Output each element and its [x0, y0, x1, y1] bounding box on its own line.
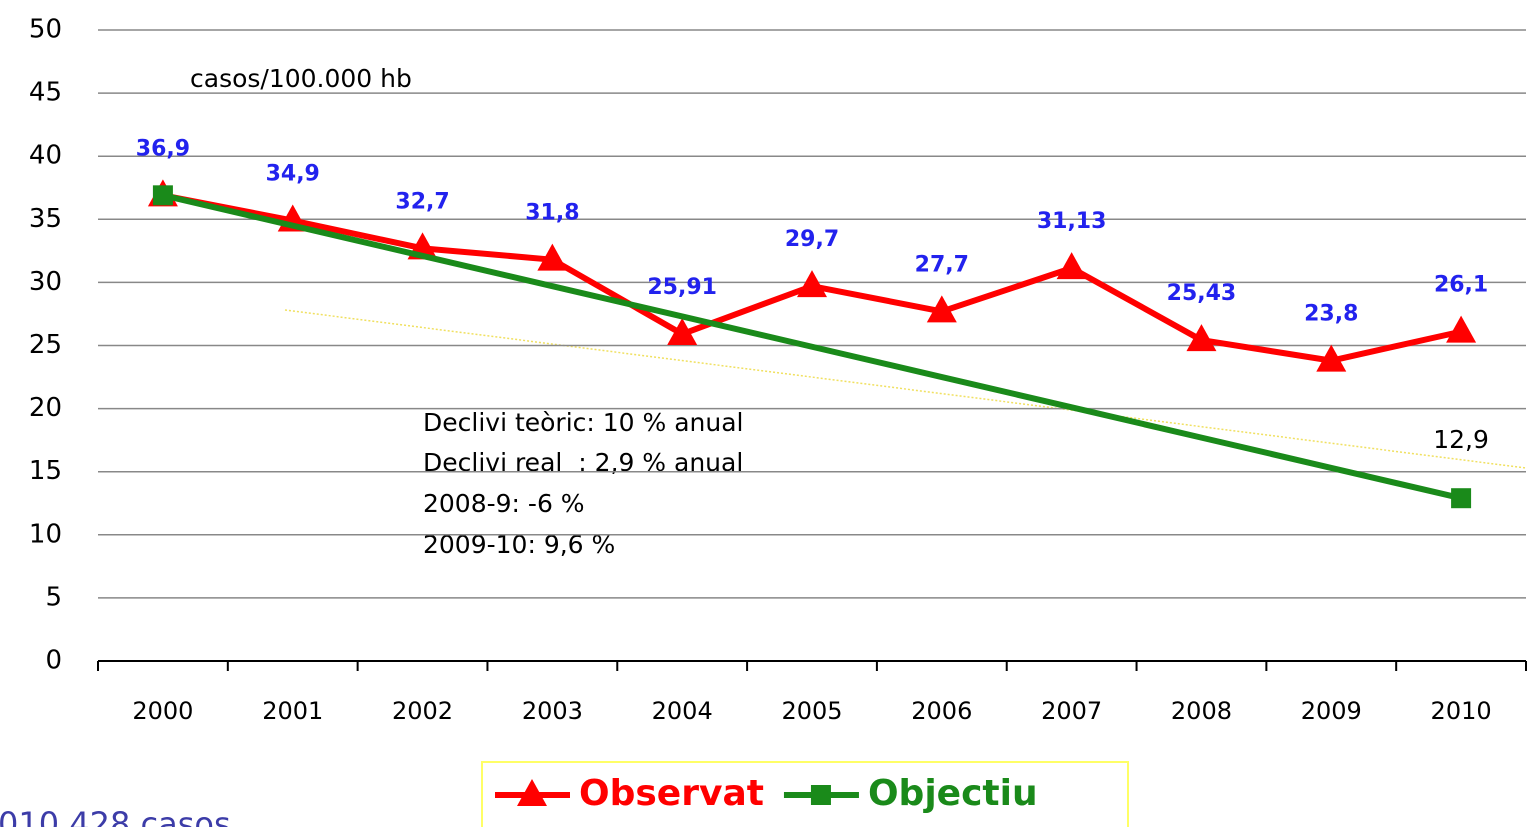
marker	[667, 318, 698, 346]
y-tick-label: 15	[29, 456, 62, 486]
x-tick-label: 2008	[1171, 697, 1232, 725]
data-label: 34,9	[266, 162, 320, 187]
data-label: 36,9	[136, 136, 190, 161]
data-label: 29,7	[785, 227, 839, 252]
data-label: 31,8	[525, 201, 579, 226]
x-tick-label: 2006	[911, 697, 972, 725]
x-tick-label: 2001	[262, 697, 323, 725]
legend-marker	[810, 785, 831, 805]
annotation-box	[400, 405, 930, 570]
annotation: Declivi teòric: 10 % anual	[423, 408, 744, 437]
marker	[1316, 344, 1347, 372]
x-tick-label: 2002	[392, 697, 453, 725]
y-tick-label: 10	[29, 519, 62, 549]
y-tick-label: 35	[29, 204, 62, 234]
x-tick-label: 2000	[132, 697, 193, 725]
data-label: 25,91	[647, 275, 717, 300]
legend-marker	[517, 779, 547, 806]
marker	[926, 295, 957, 323]
x-tick-label: 2005	[781, 697, 842, 725]
y-tick-label: 0	[45, 646, 62, 676]
annotation: 2008-9: -6 %	[423, 489, 585, 518]
data-label: 27,7	[915, 252, 969, 277]
y-tick-label: 30	[29, 267, 62, 297]
data-label: 25,43	[1167, 281, 1237, 306]
marker	[797, 270, 827, 298]
marker	[1446, 315, 1477, 343]
footer-text: 010 428 casos	[0, 805, 231, 827]
y-tick-label: 5	[45, 582, 62, 612]
data-label: 23,8	[1304, 302, 1358, 327]
x-tick-label: 2004	[652, 697, 713, 725]
marker	[152, 185, 173, 206]
data-label: 12,9	[1433, 425, 1489, 454]
trend-line	[284, 309, 1527, 469]
legend-label: Objectiu	[868, 773, 1038, 814]
unit-label: casos/100.000 hb	[190, 64, 412, 93]
data-label: 26,1	[1434, 273, 1488, 298]
x-tick-label: 2009	[1301, 697, 1362, 725]
y-tick-label: 50	[29, 15, 62, 45]
y-tick-label: 45	[29, 78, 62, 108]
y-tick-label: 40	[29, 141, 62, 171]
x-tick-label: 2010	[1431, 697, 1492, 725]
series-line	[162, 192, 1462, 502]
y-tick-label: 20	[29, 393, 62, 423]
data-label: 32,7	[395, 189, 449, 214]
x-tick-label: 2003	[522, 697, 583, 725]
data-label: 31,13	[1037, 209, 1107, 234]
annotation: Declivi real : 2,9 % anual	[423, 448, 743, 477]
legend-label: Observat	[579, 773, 764, 814]
marker	[537, 243, 568, 271]
marker	[1451, 488, 1472, 509]
y-tick-label: 25	[29, 330, 62, 360]
marker	[1186, 324, 1217, 352]
x-tick-label: 2007	[1041, 697, 1102, 725]
marker	[1056, 252, 1087, 280]
